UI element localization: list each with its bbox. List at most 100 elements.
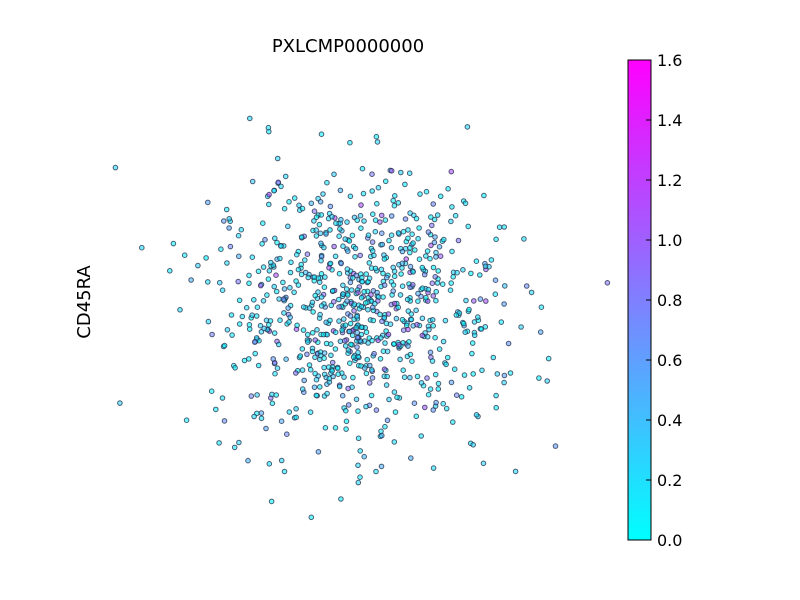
data-point <box>433 249 439 256</box>
data-point <box>410 240 416 246</box>
data-point <box>329 368 336 374</box>
data-point <box>335 371 342 378</box>
data-point <box>477 272 483 278</box>
data-point <box>328 352 334 359</box>
data-point <box>323 340 330 347</box>
data-point <box>528 289 535 296</box>
data-point <box>320 191 326 197</box>
data-point <box>469 340 476 346</box>
colorbar: 0.0 0.2 0.4 0.6 0.8 1.0 1.2 1.4 1.6 <box>627 51 682 550</box>
data-point <box>345 347 352 353</box>
data-point <box>336 318 342 324</box>
data-point <box>243 304 250 311</box>
data-point <box>338 216 344 223</box>
data-point <box>488 257 495 263</box>
data-point <box>139 244 145 251</box>
data-point <box>258 415 265 422</box>
data-point <box>249 254 256 261</box>
data-point <box>428 214 434 220</box>
data-point <box>270 356 277 362</box>
data-point <box>342 343 349 349</box>
data-point <box>313 227 320 233</box>
data-point <box>347 313 354 319</box>
data-point <box>354 344 360 350</box>
data-point <box>311 274 318 280</box>
data-point <box>399 260 406 267</box>
data-point <box>494 371 501 377</box>
data-point <box>493 392 499 399</box>
data-point <box>216 279 223 286</box>
data-point <box>310 309 316 315</box>
data-point <box>358 294 365 301</box>
data-point <box>265 124 272 131</box>
data-point <box>423 294 429 301</box>
data-point <box>329 213 335 220</box>
data-point <box>384 274 390 281</box>
data-point <box>367 362 373 369</box>
colorbar-tick-label: 0.8 <box>657 291 682 310</box>
data-point <box>405 235 411 242</box>
data-point <box>430 293 437 299</box>
data-point <box>435 380 442 387</box>
data-point <box>354 329 361 336</box>
data-point <box>369 367 375 373</box>
data-point <box>266 268 273 274</box>
data-point <box>362 365 368 371</box>
data-point <box>433 399 439 406</box>
data-point <box>347 360 353 367</box>
data-point <box>425 391 432 398</box>
data-point <box>288 259 294 266</box>
data-point <box>327 260 334 267</box>
data-point <box>545 355 552 362</box>
data-point <box>332 253 339 260</box>
data-point <box>450 274 457 280</box>
data-point <box>430 323 437 329</box>
data-point <box>257 322 264 329</box>
colorbar-tick-label: 0.6 <box>657 351 682 370</box>
data-point <box>411 400 418 407</box>
data-point <box>402 216 409 222</box>
data-point <box>432 334 438 341</box>
data-point <box>296 202 302 209</box>
data-point <box>406 170 413 176</box>
data-point <box>318 240 324 247</box>
data-point <box>261 325 268 332</box>
data-point <box>249 312 255 319</box>
data-point <box>401 374 408 381</box>
data-point <box>251 413 257 420</box>
data-point <box>229 332 235 338</box>
data-point <box>343 426 349 432</box>
data-point <box>374 200 380 207</box>
data-point <box>361 453 368 460</box>
data-point <box>312 354 318 361</box>
data-point <box>357 252 364 259</box>
chart-title: PXLCMP0000000 <box>272 36 424 57</box>
data-point <box>348 287 355 293</box>
data-point <box>432 274 439 280</box>
data-point <box>407 263 414 270</box>
data-point <box>462 200 469 207</box>
data-point <box>344 298 350 304</box>
data-point <box>449 204 455 210</box>
data-point <box>419 285 426 292</box>
data-point <box>357 474 363 481</box>
data-point <box>345 248 351 254</box>
data-point <box>400 367 407 374</box>
data-point <box>405 227 411 233</box>
data-point <box>466 385 473 391</box>
data-point <box>221 218 227 224</box>
data-point <box>370 317 377 324</box>
data-point <box>354 217 361 224</box>
data-point <box>372 228 379 235</box>
data-point <box>378 428 384 435</box>
data-point <box>332 346 339 352</box>
data-point <box>537 329 544 335</box>
data-point <box>316 221 323 228</box>
data-point <box>223 206 230 213</box>
data-point <box>496 224 503 230</box>
data-point <box>383 382 390 388</box>
data-point <box>451 366 458 373</box>
data-point <box>311 208 318 214</box>
data-point <box>373 407 380 413</box>
data-point <box>260 220 266 226</box>
